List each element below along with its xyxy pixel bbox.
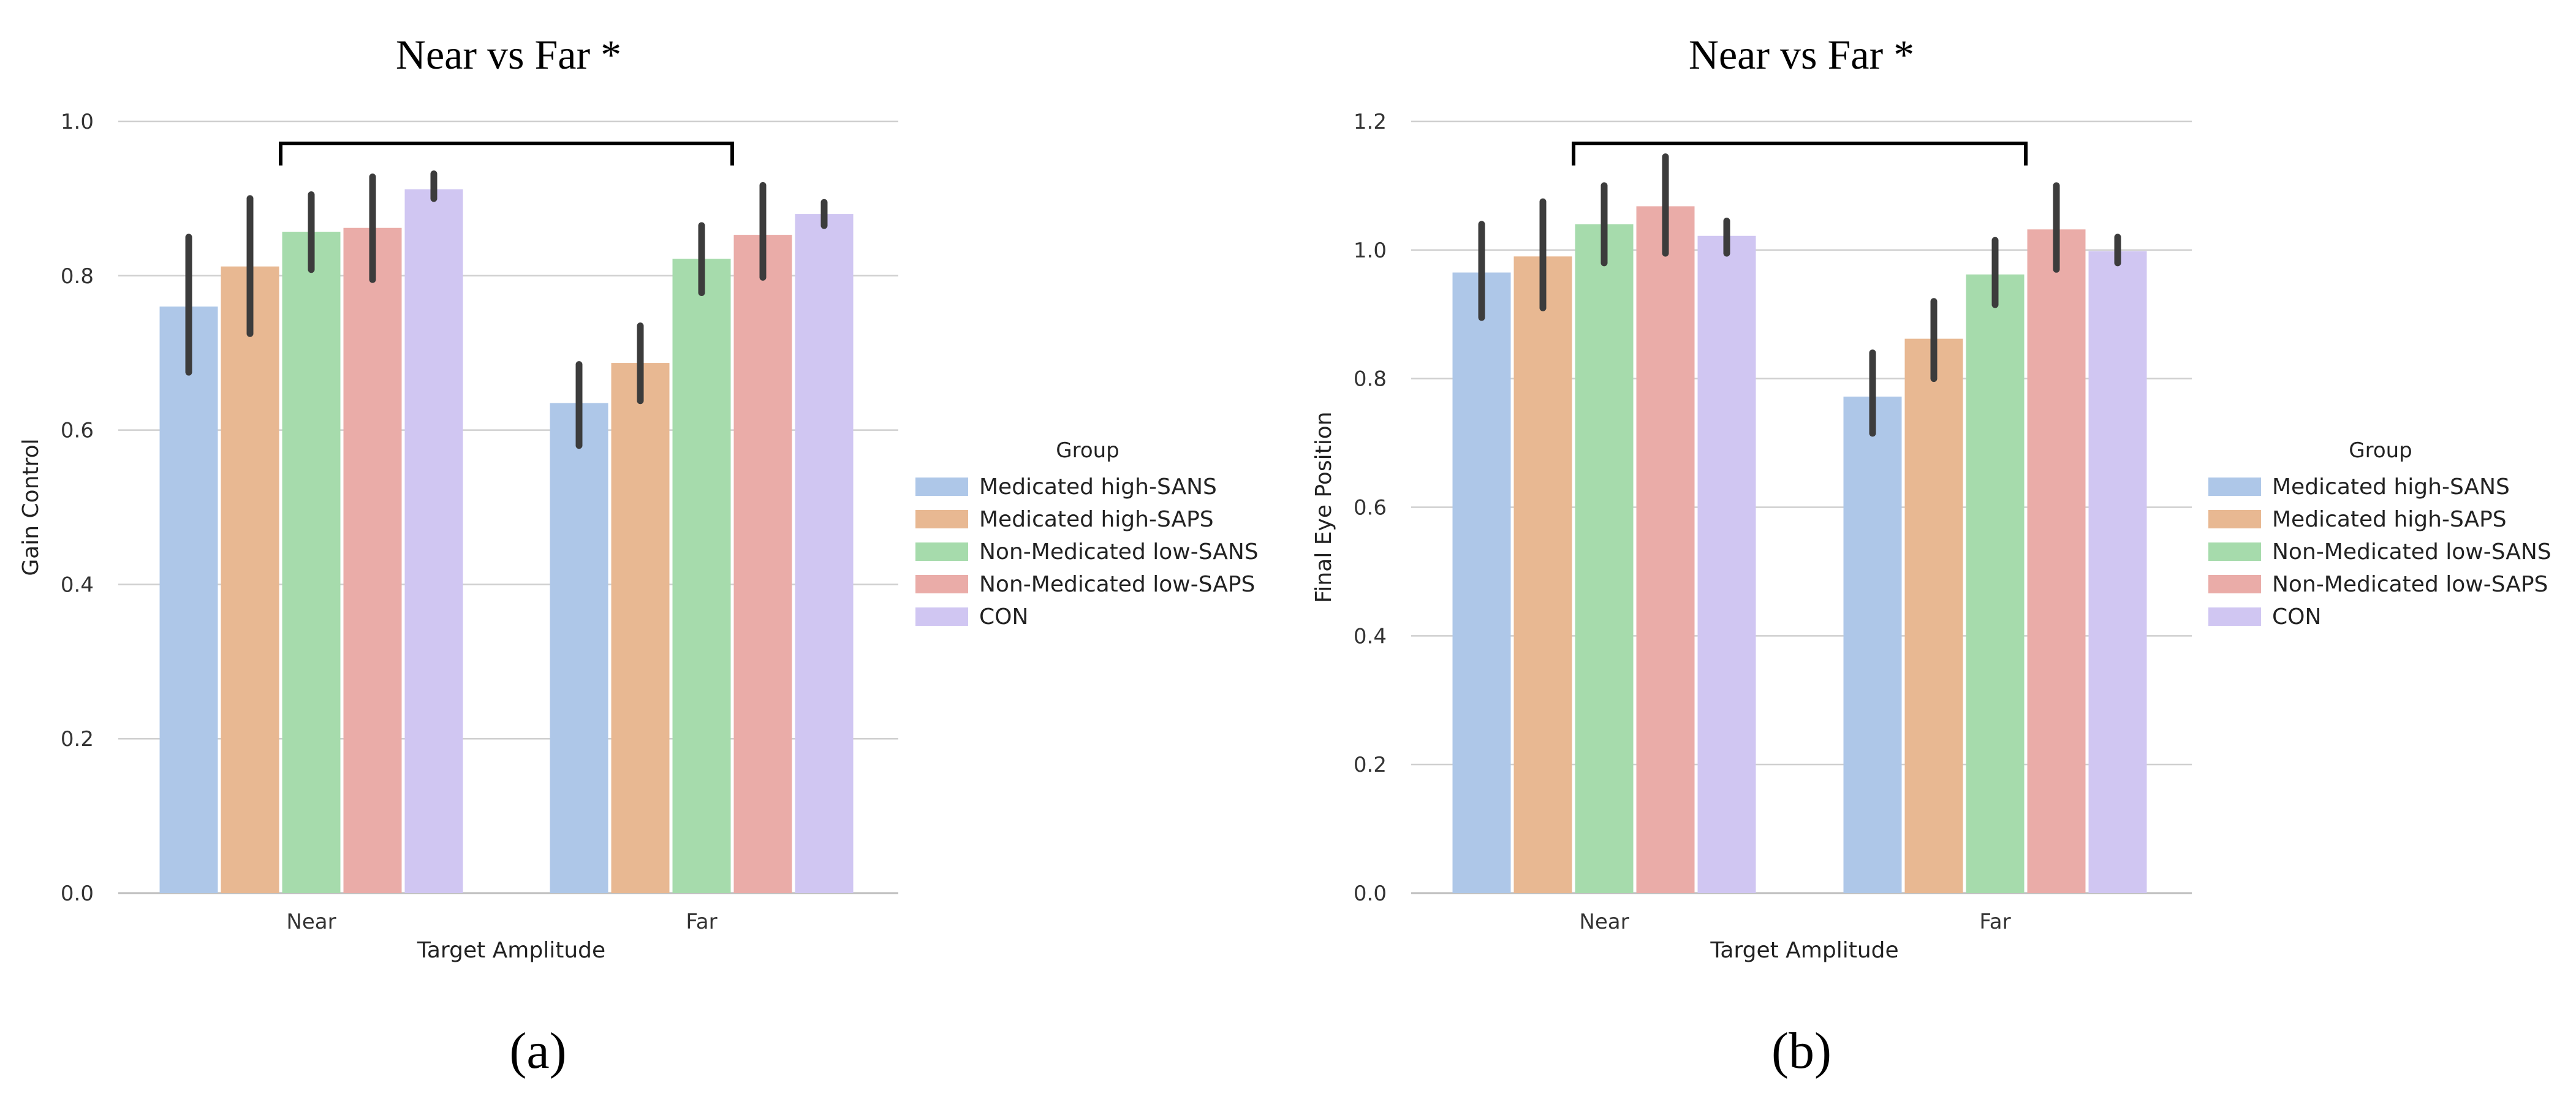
- bar: [1636, 206, 1695, 893]
- bar: [672, 259, 731, 893]
- x-tick-labels-b: Near Far: [1579, 910, 2010, 934]
- y-tick-label: 0.8: [61, 264, 94, 289]
- y-axis-label-a: Gain Control: [18, 438, 44, 576]
- chart-panel-b: 0.0 0.2 0.4 0.6 0.8 1.0 1.2 Near Far Near vs Fa…: [1311, 31, 2551, 1079]
- chart-panel-a: 0.0 0.2 0.4 0.6 0.8 1.0 Near Far Near vs Far *…: [18, 31, 1259, 1079]
- bars-a: [159, 189, 854, 894]
- bar: [1513, 256, 1572, 894]
- legend-swatch: [2208, 575, 2261, 593]
- y-tick-label: 0.4: [61, 573, 94, 597]
- bar: [1697, 235, 1756, 893]
- bar: [282, 232, 341, 893]
- error-bars-a: [185, 170, 828, 449]
- legend-swatch: [915, 510, 968, 528]
- y-tick-label: 1.0: [61, 110, 94, 134]
- chart-title-b: Near vs Far *: [1689, 31, 1914, 78]
- y-tick-label: 0.0: [61, 881, 94, 906]
- y-tick-label: 0.2: [1354, 753, 1387, 777]
- legend-title-a: Group: [1056, 438, 1119, 463]
- bar: [1904, 338, 1963, 893]
- bar: [795, 214, 854, 894]
- legend-swatch: [915, 607, 968, 626]
- y-tick-label: 0.6: [1354, 496, 1387, 520]
- y-tick-label: 1.0: [1354, 238, 1387, 263]
- bar: [2088, 251, 2147, 894]
- bars-b: [1452, 206, 2147, 894]
- legend-b: Group Medicated high-SANS Medicated high-…: [2208, 438, 2551, 630]
- bar: [1575, 224, 1634, 893]
- legend-label: Non-Medicated low-SAPS: [979, 572, 1255, 597]
- x-tick-label: Near: [286, 910, 336, 934]
- legend-label: Medicated high-SAPS: [979, 507, 1214, 532]
- x-tick-label: Near: [1579, 910, 1629, 934]
- bar: [343, 227, 402, 894]
- bar: [159, 306, 218, 893]
- bar: [733, 235, 792, 893]
- bar: [550, 403, 608, 893]
- x-tick-label: Far: [1979, 910, 2010, 934]
- legend-label: Medicated high-SANS: [979, 474, 1217, 500]
- x-axis-label-a: Target Amplitude: [417, 938, 605, 963]
- y-axis-label-b: Final Eye Position: [1311, 411, 1336, 603]
- legend-swatch: [2208, 478, 2261, 496]
- legend-swatch: [2208, 542, 2261, 561]
- legend-label: Medicated high-SAPS: [2272, 507, 2507, 532]
- y-tick-labels-b: 0.0 0.2 0.4 0.6 0.8 1.0 1.2: [1354, 110, 1387, 906]
- significance-bracket-a: [279, 142, 734, 166]
- legend-label: CON: [2272, 604, 2321, 630]
- x-tick-label: Far: [686, 910, 717, 934]
- bar: [1843, 397, 1902, 893]
- legend-label: Non-Medicated low-SANS: [2272, 539, 2551, 565]
- legend-label: CON: [979, 604, 1028, 630]
- legend-title-b: Group: [2349, 438, 2412, 463]
- legend-label: Medicated high-SANS: [2272, 474, 2510, 500]
- legend-swatch: [2208, 607, 2261, 626]
- chart-title-a: Near vs Far *: [396, 31, 621, 78]
- error-bars-b: [1478, 153, 2121, 437]
- bar: [221, 266, 279, 893]
- legend-swatch: [915, 542, 968, 561]
- y-tick-label: 0.8: [1354, 367, 1387, 392]
- x-axis-label-b: Target Amplitude: [1710, 938, 1898, 963]
- significance-bracket-b: [1572, 142, 2028, 166]
- bar: [404, 189, 463, 893]
- panel-caption-b: (b): [1771, 1022, 1832, 1079]
- legend-label: Non-Medicated low-SANS: [979, 539, 1259, 565]
- y-tick-label: 0.2: [61, 727, 94, 752]
- x-tick-labels-a: Near Far: [286, 910, 717, 934]
- y-tick-label: 0.4: [1354, 624, 1387, 649]
- bar: [1966, 274, 2025, 893]
- bar: [1452, 272, 1511, 893]
- panel-caption-a: (a): [509, 1022, 566, 1079]
- legend-swatch: [2208, 510, 2261, 528]
- legend-swatch: [915, 575, 968, 593]
- legend-swatch: [915, 478, 968, 496]
- y-tick-label: 1.2: [1354, 110, 1387, 134]
- y-tick-label: 0.0: [1354, 881, 1387, 906]
- bar: [611, 363, 670, 893]
- y-tick-labels-a: 0.0 0.2 0.4 0.6 0.8 1.0: [61, 110, 94, 906]
- y-tick-label: 0.6: [61, 419, 94, 443]
- legend-label: Non-Medicated low-SAPS: [2272, 572, 2548, 597]
- bar: [2027, 229, 2086, 893]
- legend-a: Group Medicated high-SANS Medicated high-…: [915, 438, 1259, 630]
